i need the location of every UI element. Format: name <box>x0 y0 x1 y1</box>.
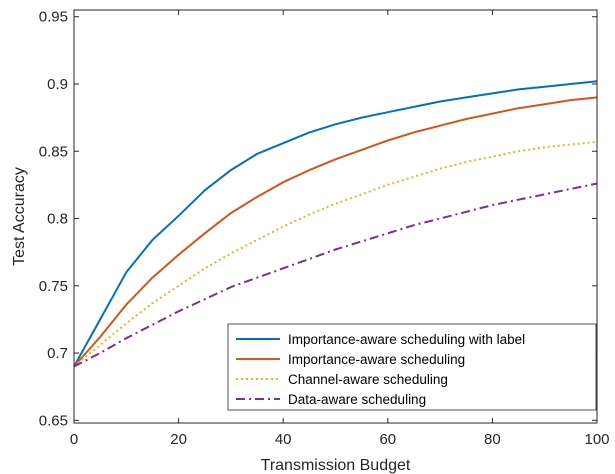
y-axis-ticks: 0.65 0.7 0.75 0.8 0.85 0.9 0.95 <box>39 9 597 429</box>
series-lines <box>73 80 598 368</box>
legend: Importance-aware scheduling with label Im… <box>227 323 597 411</box>
legend-label-2: Importance-aware scheduling <box>288 352 465 367</box>
x-tick-label: 100 <box>584 431 609 448</box>
x-tick-label: 0 <box>70 431 78 448</box>
series-line-2 <box>73 96 598 368</box>
series-line-1 <box>73 80 598 367</box>
y-tick-label: 0.95 <box>39 9 68 26</box>
y-tick-label: 0.65 <box>39 412 68 429</box>
y-tick-label: 0.8 <box>47 211 68 228</box>
plot-area-frame <box>73 9 598 424</box>
y-tick-label: 0.7 <box>47 345 68 362</box>
x-axis-ticks: 0 20 40 60 80 100 <box>70 10 610 448</box>
series-line-3 <box>73 140 598 368</box>
y-tick-label: 0.85 <box>39 143 68 160</box>
x-tick-label: 60 <box>379 431 396 448</box>
x-tick-label: 40 <box>275 431 292 448</box>
y-tick-label: 0.75 <box>39 278 68 295</box>
y-tick-label: 0.9 <box>47 76 68 93</box>
series-line-4 <box>73 182 598 368</box>
y-axis-title: Test Accuracy <box>11 167 28 266</box>
legend-label-4: Data-aware scheduling <box>288 392 426 407</box>
x-tick-label: 80 <box>484 431 501 448</box>
legend-label-1: Importance-aware scheduling with label <box>288 332 525 347</box>
legend-label-3: Channel-aware scheduling <box>288 372 448 387</box>
x-tick-label: 20 <box>170 431 187 448</box>
x-axis-title: Transmission Budget <box>261 457 411 474</box>
legend-box <box>227 323 597 411</box>
